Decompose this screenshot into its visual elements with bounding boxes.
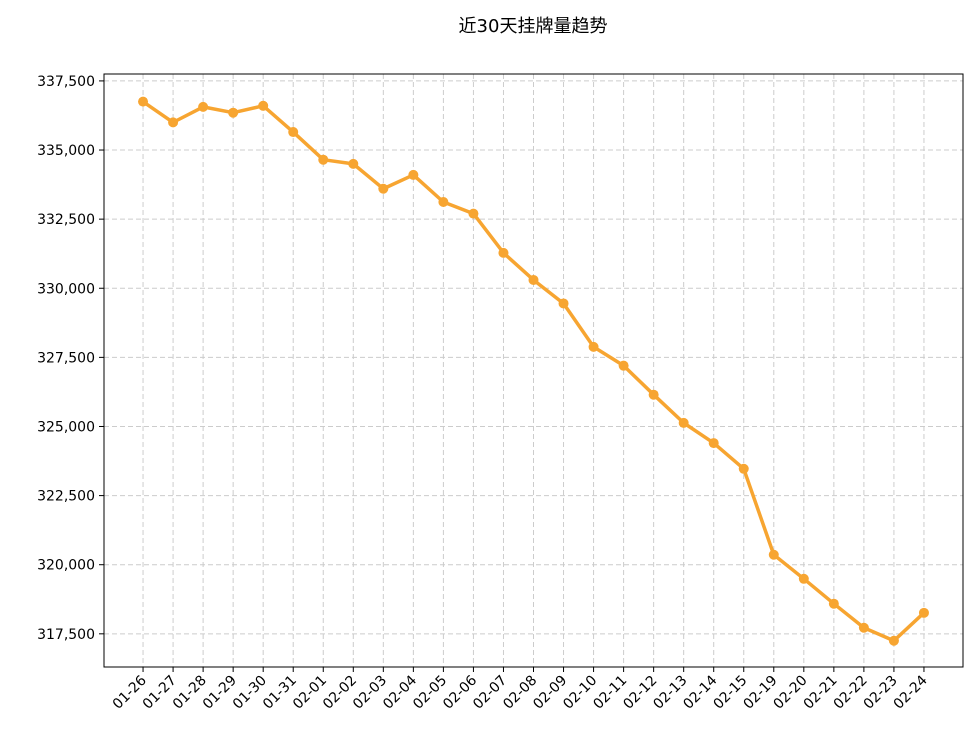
y-tick-label: 327,500 bbox=[37, 350, 95, 366]
point bbox=[558, 298, 569, 309]
point bbox=[168, 117, 179, 128]
point bbox=[588, 341, 599, 352]
point bbox=[498, 247, 509, 258]
point bbox=[138, 96, 149, 107]
point bbox=[618, 360, 629, 371]
x-tick-label: 02-24 bbox=[891, 672, 931, 712]
point bbox=[528, 274, 539, 285]
point bbox=[768, 549, 779, 560]
point bbox=[348, 158, 359, 169]
point bbox=[378, 183, 389, 194]
point bbox=[678, 417, 689, 428]
y-tick-label: 325,000 bbox=[37, 419, 95, 435]
point bbox=[288, 127, 299, 138]
point bbox=[648, 389, 659, 400]
point bbox=[198, 101, 209, 112]
y-tick-label: 337,500 bbox=[37, 74, 95, 90]
point bbox=[408, 169, 419, 180]
point bbox=[228, 107, 239, 118]
point bbox=[828, 598, 839, 609]
y-tick-label: 317,500 bbox=[37, 627, 95, 643]
point bbox=[468, 208, 479, 219]
chart-title: 近30天挂牌量趋势 bbox=[459, 16, 608, 37]
point bbox=[738, 463, 749, 474]
point bbox=[858, 622, 869, 633]
point bbox=[318, 154, 329, 165]
plot-frame bbox=[103, 73, 964, 668]
point bbox=[918, 607, 929, 618]
point bbox=[438, 196, 449, 207]
point bbox=[258, 100, 269, 111]
y-tick-label: 320,000 bbox=[37, 558, 95, 574]
point bbox=[888, 635, 899, 646]
y-tick-label: 332,500 bbox=[37, 212, 95, 228]
point bbox=[708, 438, 719, 449]
y-tick-label: 330,000 bbox=[37, 281, 95, 297]
point bbox=[798, 573, 809, 584]
y-tick-label: 322,500 bbox=[37, 489, 95, 505]
y-tick-label: 335,000 bbox=[37, 143, 95, 159]
